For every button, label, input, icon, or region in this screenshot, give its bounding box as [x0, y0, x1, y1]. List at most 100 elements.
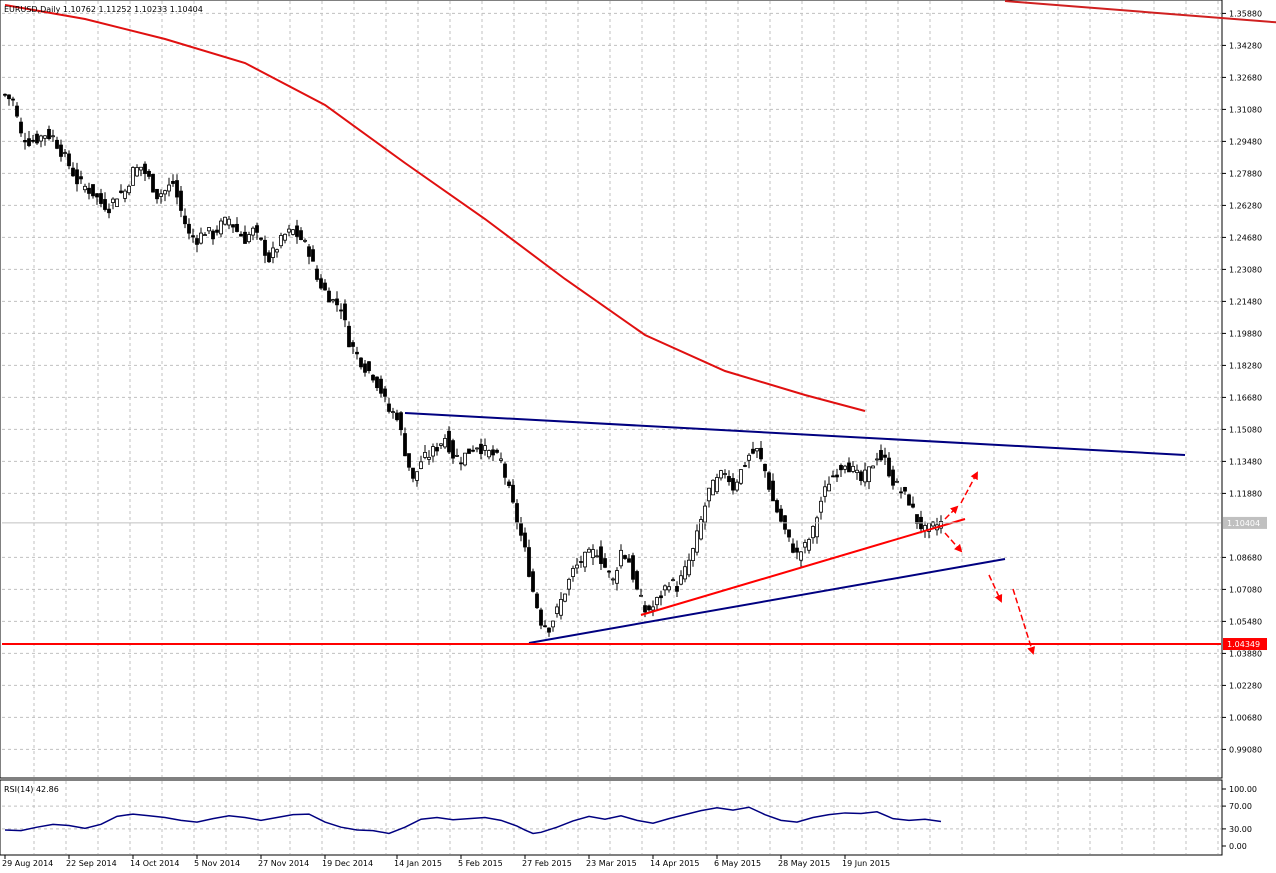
candle-body	[411, 467, 415, 479]
candle-body	[419, 461, 423, 469]
price-tick-label: 1.29480	[1229, 137, 1262, 146]
candle-body	[755, 448, 759, 452]
candle-body	[287, 228, 291, 233]
time-axis: 29 Aug 2014 22 Sep 2014 14 Oct 2014 5 Nov 2…	[2, 855, 890, 868]
candle-body	[631, 555, 635, 580]
candle-body	[379, 378, 383, 394]
time-tick-label: 5 Nov 2014	[194, 859, 240, 868]
candle-body	[115, 198, 119, 207]
candle-body	[263, 239, 267, 256]
support-level-label: 1.04349	[1227, 640, 1260, 649]
candle-body	[747, 454, 751, 461]
candle-body	[299, 230, 303, 241]
price-tick-label: 1.23080	[1229, 265, 1262, 274]
candle-body	[895, 480, 899, 483]
candle-body	[319, 278, 323, 289]
candle-body	[279, 235, 283, 247]
candle-body	[19, 121, 23, 134]
price-tick-label: 1.19880	[1229, 329, 1262, 338]
candle-body	[523, 532, 527, 548]
candle-body	[51, 135, 55, 138]
candle-body	[195, 238, 199, 245]
candle-body	[619, 549, 623, 567]
chart-symbol-info: EURUSD,Daily 1.10762 1.11252 1.10233 1.1…	[4, 5, 203, 14]
candle-body	[915, 514, 919, 524]
candle-body	[175, 180, 179, 198]
candle-body	[859, 471, 863, 481]
candle-body	[259, 237, 263, 240]
candle-body	[187, 223, 191, 234]
candle-body	[123, 190, 127, 199]
candle-body	[719, 470, 723, 479]
price-tick-label: 1.05480	[1229, 617, 1262, 626]
candle-body	[47, 128, 51, 140]
candle-body	[507, 481, 511, 487]
candle-body	[119, 190, 123, 193]
candle-body	[731, 478, 735, 491]
candle-body	[219, 220, 223, 235]
time-tick-label: 27 Feb 2015	[522, 859, 572, 868]
candle-body	[459, 462, 463, 465]
candle-body	[667, 586, 671, 591]
price-tick-label: 1.07080	[1229, 585, 1262, 594]
price-tick-label: 1.21480	[1229, 297, 1262, 306]
candle-body	[135, 167, 139, 177]
candle-body	[675, 586, 679, 592]
candle-body	[383, 388, 387, 397]
candle-body	[659, 595, 663, 599]
candle-body	[339, 309, 343, 312]
candle-body	[91, 184, 95, 197]
candle-body	[663, 585, 667, 591]
candle-body	[103, 199, 107, 210]
candle-body	[571, 568, 575, 577]
candle-body	[487, 450, 491, 458]
candle-body	[111, 198, 115, 203]
candle-body	[759, 447, 763, 460]
candle-body	[255, 225, 259, 233]
candle-body	[615, 570, 619, 584]
candle-body	[579, 561, 583, 563]
candle-body	[307, 246, 311, 257]
candle-body	[395, 412, 399, 421]
candle-body	[519, 523, 523, 536]
price-tick-label: 1.00680	[1229, 713, 1262, 722]
projection-arrow	[944, 532, 963, 553]
candle-body	[879, 450, 883, 461]
current-price-label: 1.10404	[1227, 519, 1260, 528]
candle-body	[727, 476, 731, 483]
candle-body	[163, 190, 167, 195]
candle-body	[367, 361, 371, 372]
price-tick-label: 1.27880	[1229, 169, 1262, 178]
candle-body	[39, 135, 43, 142]
time-tick-label: 6 May 2015	[714, 859, 761, 868]
candle-body	[807, 539, 811, 551]
price-tick-label: 1.24680	[1229, 233, 1262, 242]
candle-body	[167, 184, 171, 192]
candle-body	[647, 605, 651, 611]
candle-body	[911, 503, 915, 508]
candle-body	[291, 229, 295, 235]
time-tick-label: 14 Oct 2014	[130, 859, 179, 868]
candle-body	[43, 135, 47, 139]
candle-body	[451, 440, 455, 459]
candle-body	[455, 454, 459, 457]
candle-body	[371, 374, 375, 381]
rsi-indicator: 100.00 70.00 30.00 0.00	[2, 785, 1257, 851]
candle-body	[363, 363, 367, 373]
moving-average	[4, 4, 866, 412]
candle-body	[335, 298, 339, 306]
candle-body	[907, 494, 911, 506]
candle-body	[351, 342, 355, 347]
candle-body	[711, 479, 715, 496]
candle-body	[107, 208, 111, 214]
candle-body	[703, 505, 707, 523]
candle-body	[271, 247, 275, 258]
candle-body	[315, 268, 319, 280]
candle-body	[823, 486, 827, 497]
projection-arrows	[944, 471, 1036, 655]
projection-arrow	[944, 505, 959, 520]
candle-body	[787, 529, 791, 538]
candle-body	[831, 475, 835, 478]
candle-body	[863, 469, 867, 483]
